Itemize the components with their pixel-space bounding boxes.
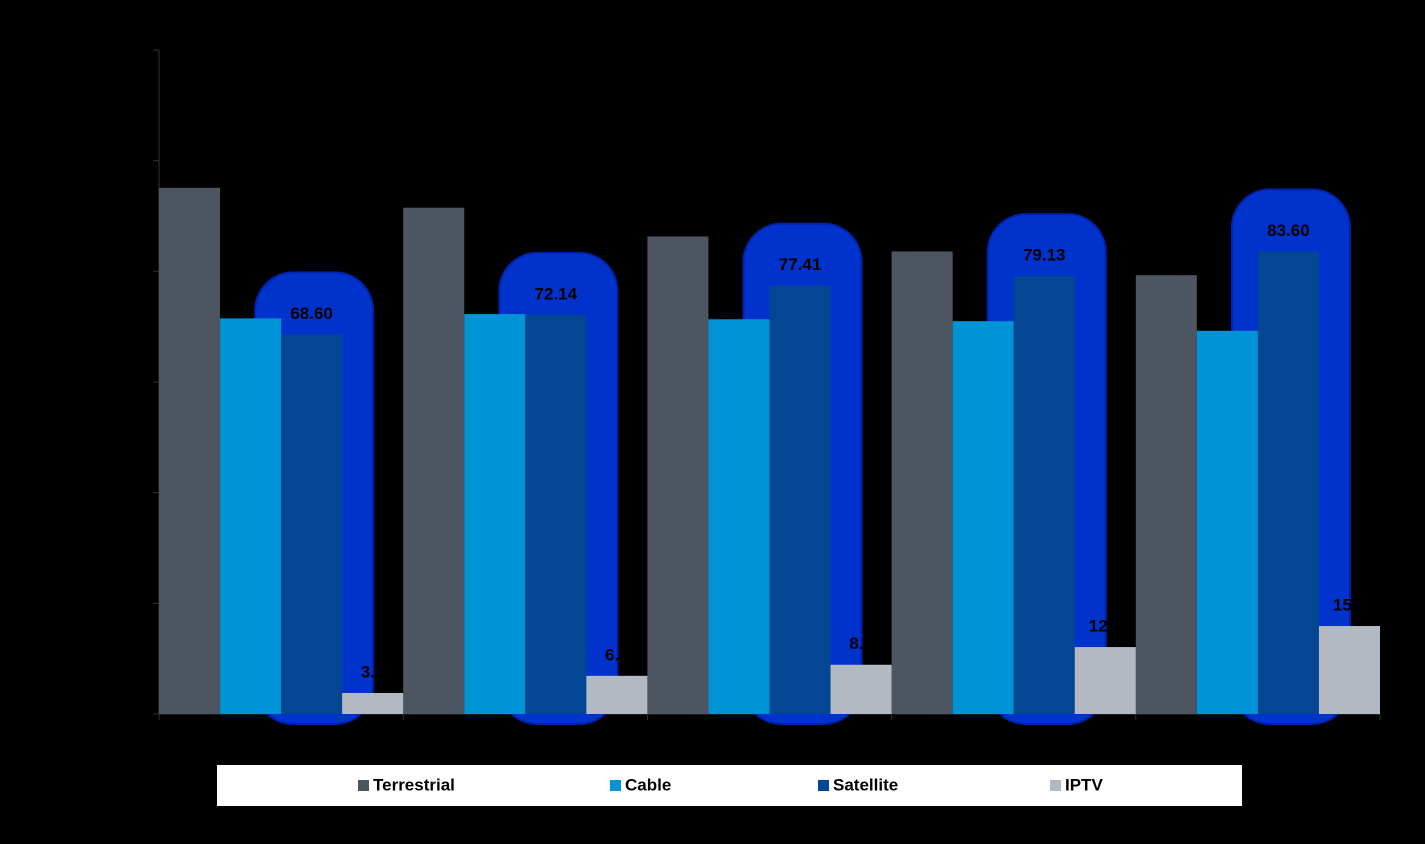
legend-swatch xyxy=(358,780,369,791)
legend-label: Terrestrial xyxy=(373,775,455,794)
bar xyxy=(1257,251,1319,714)
data-label: 8.9 xyxy=(849,634,873,653)
legend-swatch xyxy=(818,780,829,791)
legend-label: Satellite xyxy=(833,775,898,794)
bar xyxy=(708,319,770,714)
bar xyxy=(403,207,465,714)
data-label: 6.9 xyxy=(605,645,629,664)
bar xyxy=(647,236,709,714)
bar xyxy=(1074,647,1136,714)
data-label: 83.60 xyxy=(1267,221,1310,240)
bar xyxy=(769,285,831,714)
bar xyxy=(952,321,1014,714)
bar xyxy=(220,318,282,714)
bar xyxy=(342,692,404,714)
legend-label: Cable xyxy=(625,775,671,794)
legend-label: IPTV xyxy=(1065,775,1103,794)
bar xyxy=(1135,275,1197,714)
bar xyxy=(1196,330,1258,714)
data-label: 77.41 xyxy=(779,255,822,274)
bar xyxy=(1013,276,1075,714)
bar xyxy=(525,314,587,714)
legend-swatch xyxy=(610,780,621,791)
data-label: 79.13 xyxy=(1023,246,1066,265)
legend-swatch xyxy=(1050,780,1061,791)
bar xyxy=(830,664,892,714)
data-label: 3.8 xyxy=(361,662,385,681)
bar xyxy=(586,675,648,714)
bar xyxy=(159,187,221,714)
bar xyxy=(891,251,953,714)
data-label: 72.14 xyxy=(535,284,578,303)
bar xyxy=(464,314,526,714)
bar xyxy=(281,334,343,714)
data-label: 12.1 xyxy=(1089,617,1122,636)
data-label: 15.9 xyxy=(1333,596,1366,615)
data-label: 68.60 xyxy=(290,304,333,323)
legend-box xyxy=(217,765,1242,806)
bar xyxy=(1318,626,1380,714)
